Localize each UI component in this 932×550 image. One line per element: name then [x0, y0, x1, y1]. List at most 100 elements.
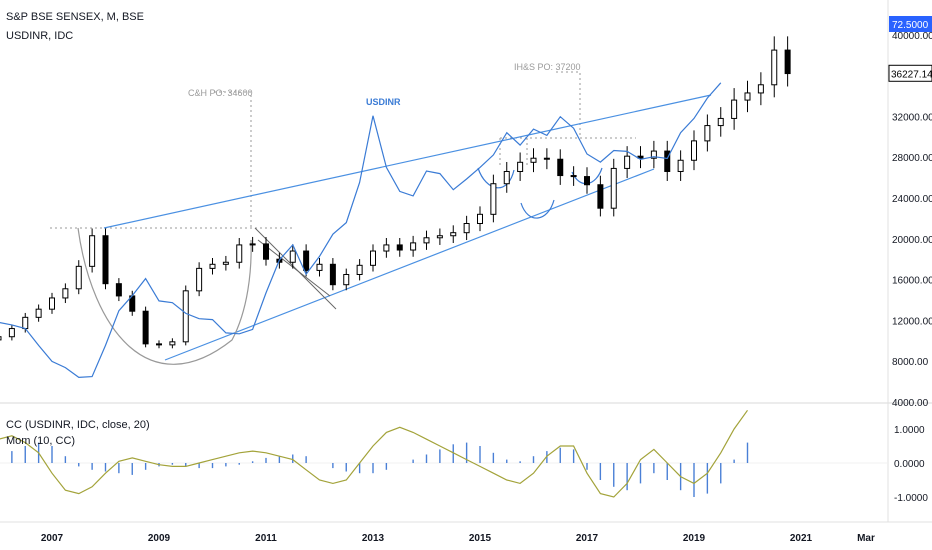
candle-body [249, 243, 256, 246]
time-tick-label: 2019 [683, 533, 706, 544]
price-tick-label: 28000.00 [892, 153, 932, 164]
ihs-left-shoulder-arc [477, 167, 515, 189]
price-tick-label: 24000.00 [892, 194, 932, 205]
candle-body [89, 235, 96, 267]
candle-body [584, 176, 590, 186]
oscillator-tick-label: 1.0000 [894, 425, 925, 436]
candle-body [396, 244, 403, 251]
candle-body [303, 250, 310, 271]
candle-body [784, 49, 791, 75]
candle-body [62, 288, 69, 299]
time-tick-label: Mar [857, 533, 875, 544]
candle-body [209, 263, 216, 269]
time-tick-label: 2007 [41, 533, 64, 544]
candle-body [196, 267, 203, 292]
candle-body [8, 328, 15, 338]
candle-body [517, 161, 524, 172]
candle-body [156, 343, 162, 346]
mom-indicator-legend: Mom (10, CC) [6, 435, 76, 447]
cup-arc [77, 227, 252, 365]
time-tick-label: 2009 [148, 533, 171, 544]
candle-body [570, 175, 577, 178]
candle-body [370, 250, 376, 266]
candle-body [383, 244, 390, 252]
flag-channel-lower [257, 239, 331, 297]
candle-body [356, 264, 363, 276]
usdinr-price-tag-text: 72.5000 [892, 20, 929, 31]
lower-trendline [164, 168, 655, 361]
time-tick-label: 2013 [362, 533, 385, 544]
oscillator-tick-label: 0.0000 [894, 459, 925, 470]
time-tick-label: 2021 [790, 533, 813, 544]
upper-trendline [103, 94, 712, 229]
price-tick-label: 4000.00 [892, 398, 929, 409]
candle-body [289, 250, 296, 263]
cc-series-line [0, 409, 748, 498]
usdinr-price-tag [889, 16, 932, 32]
candle-body [115, 283, 122, 297]
price-tick-label: 20000.00 [892, 235, 932, 246]
time-tick-label: 2017 [576, 533, 599, 544]
candle-body [450, 232, 457, 237]
candle-body [463, 223, 470, 234]
candle-body [650, 150, 657, 159]
candle-body [704, 125, 711, 142]
candle-body [35, 308, 42, 318]
candle-body [477, 213, 483, 225]
candle-body [49, 297, 55, 310]
candle-body [503, 170, 510, 185]
chs-target-label: C&H PO: 34600 [188, 88, 253, 98]
candle-body [343, 274, 350, 286]
price-tick-label: 8000.00 [892, 357, 929, 368]
candle-body [75, 265, 82, 290]
candle-body [664, 150, 671, 172]
candle-body [0, 336, 2, 341]
candle-body [731, 99, 738, 119]
candle-body [410, 242, 417, 251]
candle-body [329, 263, 336, 286]
ihs-head-arc [520, 199, 555, 219]
candle-body [744, 92, 751, 101]
candle-body [436, 235, 443, 239]
price-tick-label: 16000.00 [892, 276, 932, 287]
candle-body [316, 263, 323, 271]
oscillator-tick-label: -1.0000 [894, 493, 928, 504]
candle-body [222, 261, 229, 265]
candle-body [22, 316, 29, 330]
candle-body [610, 167, 617, 209]
candle-body [236, 244, 243, 263]
price-tick-label: 40000.00 [892, 31, 932, 42]
candle-body [677, 159, 684, 172]
price-tick-label: 32000.00 [892, 112, 932, 123]
candle-body [490, 183, 497, 215]
candle-body [597, 184, 604, 209]
candle-body [771, 49, 778, 86]
sensex-price-tag [888, 64, 932, 82]
candle-body [557, 158, 564, 177]
cc-indicator-legend: CC (USDINR, IDC, close, 20) [6, 419, 150, 431]
ihs-target-label: IH&S PO: 37200 [514, 62, 581, 72]
chs-target-line [214, 91, 252, 228]
time-tick-label: 2015 [469, 533, 492, 544]
candle-body [543, 157, 550, 160]
main-series-legend: S&P BSE SENSEX, M, BSE [6, 11, 144, 23]
candle-body [717, 117, 724, 127]
compare-series-legend: USDINR, IDC [6, 30, 74, 42]
candle-body [530, 157, 537, 163]
candle-body [691, 140, 697, 161]
candle-body [624, 155, 631, 169]
sensex-price-tag-text: 36227.14 [891, 69, 932, 80]
candle-body [182, 290, 189, 343]
price-tick-label: 12000.00 [892, 316, 932, 327]
candle-body [757, 84, 764, 94]
time-tick-label: 2011 [255, 533, 277, 544]
usdinr-label: USDINR [366, 97, 401, 107]
candle-body [102, 235, 109, 285]
candle-body [142, 310, 149, 345]
candle-body [169, 341, 176, 346]
usdinr-series-line [0, 82, 722, 379]
candle-body [637, 155, 644, 159]
flag-channel-upper [254, 227, 337, 310]
candle-body [423, 237, 430, 244]
